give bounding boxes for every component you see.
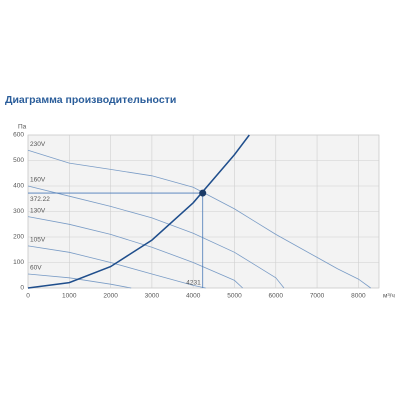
y-tick-label: 100 (13, 259, 24, 266)
x-tick-label: 3000 (145, 293, 160, 300)
operating-point (199, 189, 207, 197)
y-tick-label: 500 (13, 157, 24, 164)
curve-label: 105V (30, 237, 46, 244)
x-tick-label: 8000 (351, 293, 366, 300)
operating-y-label: 372.22 (30, 196, 50, 203)
y-tick-label: 300 (13, 208, 24, 215)
fan-curve (27, 245, 206, 289)
x-tick-label: 2000 (103, 293, 118, 300)
x-tick-label: 5000 (227, 293, 242, 300)
fan-curve (27, 273, 132, 289)
y-tick-label: 600 (13, 132, 24, 139)
system-curve (27, 134, 250, 289)
x-tick-label: 7000 (310, 293, 325, 300)
fan-curve (27, 149, 371, 289)
x-tick-label: 1000 (62, 293, 77, 300)
x-tick-label: 6000 (269, 293, 284, 300)
fan-curve (27, 185, 285, 289)
x-tick-label: 4000 (186, 293, 201, 300)
fan-curve (27, 216, 243, 289)
y-tick-label: 0 (20, 285, 24, 292)
curve-label: 130V (30, 207, 46, 214)
operating-x-label: 4231 (186, 280, 201, 287)
y-tick-label: 200 (13, 234, 24, 241)
chart-title: Диаграмма производительности (5, 94, 176, 106)
curve-label: 60V (30, 265, 42, 272)
x-tick-label: 0 (26, 293, 30, 300)
x-axis-label: м³/ч (383, 293, 395, 300)
curve-label: 230V (30, 141, 46, 148)
y-axis-label: Па (18, 124, 27, 131)
y-tick-label: 400 (13, 183, 24, 190)
curve-label: 160V (30, 177, 46, 184)
